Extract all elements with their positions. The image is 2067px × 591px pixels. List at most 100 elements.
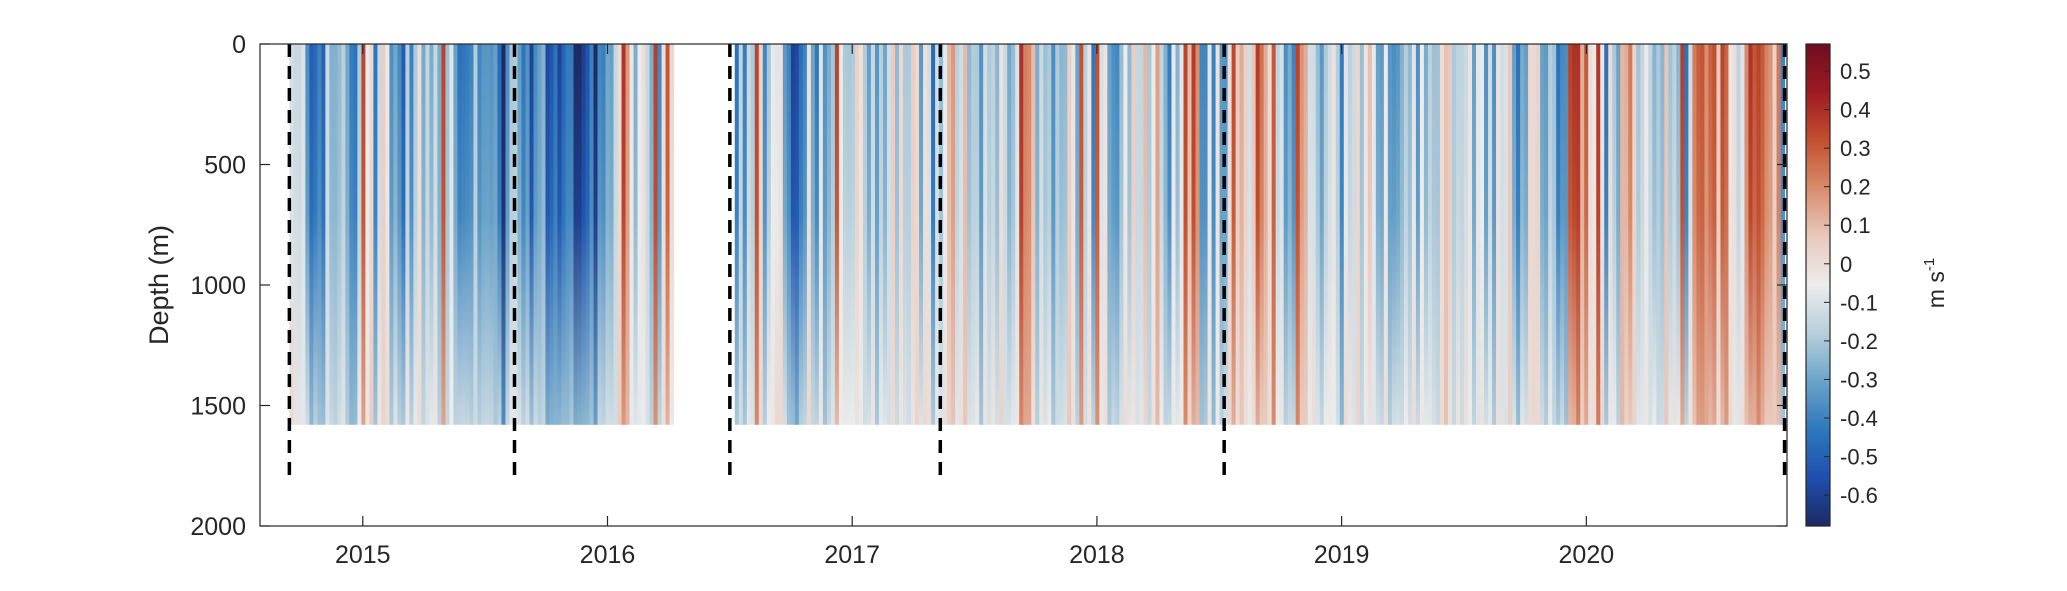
heatmap-column xyxy=(669,44,675,425)
heatmap-column xyxy=(465,44,471,425)
heatmap-column xyxy=(385,44,391,425)
heatmap-column xyxy=(1480,44,1485,425)
heatmap-column xyxy=(529,44,535,425)
colorbar-tick-label: 0.4 xyxy=(1840,98,1871,123)
x-tick-label: 2019 xyxy=(1314,541,1370,569)
heatmap-column xyxy=(1131,44,1137,425)
heatmap-column xyxy=(1704,44,1710,425)
heatmap-column xyxy=(1179,44,1185,425)
heatmap-column xyxy=(995,44,1000,425)
heatmap-column xyxy=(1644,44,1649,425)
heatmap-column xyxy=(999,44,1004,425)
heatmap-column xyxy=(1063,44,1068,425)
heatmap-column xyxy=(1443,44,1449,425)
y-axis-title: Depth (m) xyxy=(144,225,174,345)
heatmap-column xyxy=(333,44,338,425)
heatmap-column xyxy=(1411,44,1417,425)
heatmap-column xyxy=(1700,44,1706,425)
heatmap-column xyxy=(1403,44,1409,425)
heatmap-column xyxy=(895,44,900,425)
heatmap-column xyxy=(1652,44,1657,425)
heatmap-column xyxy=(1083,44,1088,425)
heatmap-column xyxy=(1023,44,1028,425)
heatmap-column xyxy=(1127,44,1133,425)
x-tick-label: 2015 xyxy=(335,541,391,569)
heatmap-column xyxy=(951,44,956,425)
heatmap-column xyxy=(1171,44,1177,425)
heatmap-column xyxy=(1560,44,1565,425)
heatmap-column xyxy=(309,44,314,425)
heatmap-column xyxy=(609,44,615,425)
heatmap-column xyxy=(565,44,571,425)
heatmap-column xyxy=(357,44,362,425)
heatmap-column xyxy=(983,44,988,425)
heatmap-column xyxy=(321,44,326,425)
heatmap-column xyxy=(1199,44,1205,425)
heatmap-column xyxy=(1011,44,1016,425)
heatmap-column xyxy=(505,44,511,425)
heatmap-column xyxy=(1315,44,1321,425)
heatmap-column xyxy=(1319,44,1325,425)
heatmap-column xyxy=(617,44,623,425)
heatmap-column xyxy=(991,44,996,425)
heatmap-column xyxy=(1191,44,1197,425)
heatmap-column xyxy=(1732,44,1738,425)
heatmap-column xyxy=(782,44,788,425)
heatmap-column xyxy=(1135,44,1141,425)
heatmap-column xyxy=(421,44,427,425)
heatmap-column xyxy=(1728,44,1734,425)
heatmap-column xyxy=(1520,44,1525,425)
heatmap-column xyxy=(425,44,431,425)
heatmap-column xyxy=(485,44,491,425)
heatmap-column xyxy=(794,44,800,425)
heatmap-column xyxy=(533,44,539,425)
heatmap-column xyxy=(1075,44,1080,425)
heatmap-column xyxy=(1227,44,1233,425)
heatmap-column xyxy=(313,44,318,425)
heatmap-column xyxy=(967,44,972,425)
heatmap-column xyxy=(1303,44,1309,425)
heatmap-column xyxy=(613,44,619,425)
heatmap-column xyxy=(1427,44,1433,425)
heatmap-column xyxy=(1279,44,1285,425)
heatmap-column xyxy=(1712,44,1718,425)
heatmap-column xyxy=(963,44,968,425)
heatmap-column xyxy=(549,44,555,425)
heatmap-column xyxy=(361,44,366,425)
heatmap-column xyxy=(557,44,563,425)
heatmap-column xyxy=(1536,44,1541,425)
heatmap-column xyxy=(1776,44,1782,425)
colorbar-gradient xyxy=(1805,43,1831,527)
heatmap-column xyxy=(541,44,547,425)
heatmap-column xyxy=(738,44,744,425)
heatmap-column xyxy=(1688,44,1693,425)
heatmap-column xyxy=(1431,44,1437,425)
heatmap-column xyxy=(525,44,531,425)
heatmap-column xyxy=(1736,44,1742,425)
colorbar: 0.5 0.4 0.3 0.2 0.1 0 -0.1 -0.2 -0.3 -0.4 -0.5 -0.6 xyxy=(1805,43,1878,527)
heatmap-column xyxy=(1283,44,1289,425)
heatmap-column xyxy=(437,44,443,425)
heatmap-column xyxy=(1488,44,1493,425)
heatmap-column xyxy=(1516,44,1521,425)
heatmap-column xyxy=(393,44,399,425)
heatmap-column xyxy=(858,44,864,425)
heatmap-column xyxy=(1091,44,1096,425)
heatmap-column xyxy=(887,44,892,425)
heatmap-column xyxy=(353,44,358,425)
colorbar-tick-label: -0.4 xyxy=(1840,406,1878,431)
heatmap-column xyxy=(1323,44,1329,425)
heatmap-column xyxy=(1047,44,1052,425)
heatmap-column xyxy=(1143,44,1149,425)
heatmap-column xyxy=(317,44,322,425)
heatmap-column xyxy=(899,44,904,425)
heatmap-column xyxy=(822,44,828,425)
heatmap-column xyxy=(1107,44,1112,425)
heatmap-column xyxy=(1039,44,1044,425)
heatmap-column xyxy=(1504,44,1509,425)
heatmap-column xyxy=(1031,44,1036,425)
heatmap-column xyxy=(1648,44,1653,425)
heatmap-column xyxy=(289,44,294,425)
heatmap-column xyxy=(1740,44,1746,425)
heatmap-column xyxy=(1752,44,1758,425)
